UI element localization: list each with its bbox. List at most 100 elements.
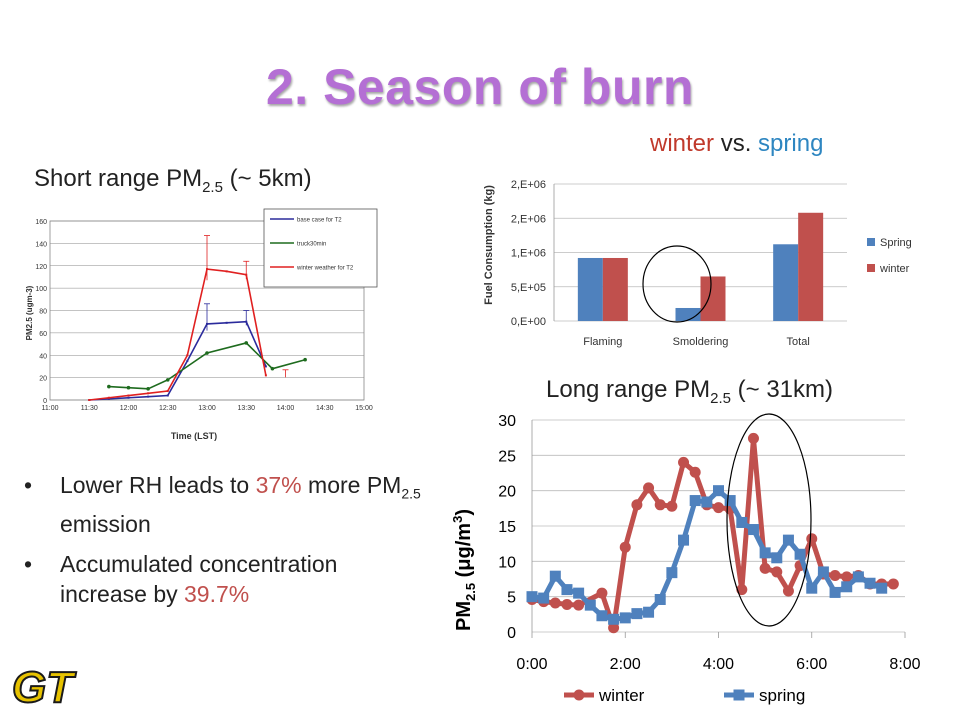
- bullet-text: emission: [60, 510, 151, 537]
- long-chart-winter-point: [759, 562, 771, 574]
- long-chart-spring-point: [864, 577, 876, 589]
- bullet-highlight: 37%: [255, 472, 302, 498]
- short-chart-point: [244, 341, 249, 345]
- long-chart-winter-point: [806, 533, 818, 545]
- short-chart-point: [270, 366, 275, 371]
- long-chart-y-tick-label: 5: [507, 590, 516, 607]
- short-chart-series-line: [108, 342, 306, 390]
- long-chart-legend-label: spring: [759, 686, 805, 705]
- long-chart-winter-point: [713, 502, 724, 514]
- long-chart-spring-point: [584, 599, 596, 611]
- short-chart-y-ticks: 0 20 40 60 80 100 120 140 160: [35, 219, 47, 405]
- short-chart-x-tick-label: 14:30: [316, 405, 334, 412]
- short-range-heading: Short range PM2.5 (~ 5km): [34, 165, 312, 196]
- long-chart-spring-point: [829, 586, 841, 598]
- bar-flaming-winter: [602, 257, 628, 321]
- long-chart-y-tick-label: 20: [498, 484, 516, 501]
- spring-label: spring: [758, 130, 824, 157]
- long-chart-x-tick-label: 2:00: [610, 656, 641, 673]
- long-chart-spring-point: [561, 584, 573, 596]
- long-chart-x-ticks: 0:00 2:00 4:00 6:00 8:00: [516, 656, 920, 673]
- long-chart-y-tick-label: 10: [498, 554, 516, 571]
- short-chart-point: [88, 399, 91, 401]
- short-chart-y-tick-label: 140: [35, 241, 47, 248]
- long-chart-winter-point: [678, 456, 690, 468]
- long-chart-winter-point: [654, 499, 666, 511]
- short-chart-y-tick-label: 100: [35, 286, 47, 293]
- bar-chart-y-tick-label: 1,E+06: [511, 248, 546, 260]
- short-chart-x-tick-label: 15:00: [355, 405, 373, 412]
- bar-smoldering-winter: [700, 276, 726, 321]
- short-chart-point: [303, 357, 307, 362]
- short-range-chart: 0 20 40 60 80 100 120 140 160 11:00 11:30 12:00 12:…: [22, 205, 392, 445]
- long-chart-spring-point: [538, 592, 550, 604]
- long-chart-spring-point: [654, 593, 666, 605]
- long-heading-prefix: Long range PM: [546, 376, 711, 403]
- vs-label: vs.: [720, 130, 752, 157]
- short-chart-y-tick-label: 120: [35, 264, 47, 271]
- long-chart-winter-point: [596, 587, 608, 599]
- bar-chart-y-tick-label: 0,E+00: [511, 316, 546, 328]
- short-chart-x-label: Time (LST): [171, 431, 217, 441]
- long-chart-winter-point: [666, 500, 678, 512]
- long-chart-spring-point: [794, 548, 806, 560]
- long-chart-winter-point: [736, 584, 748, 596]
- long-chart-spring-point: [841, 581, 853, 593]
- long-chart-spring-point: [747, 524, 759, 536]
- long-chart-y-ticks: 0 5 10 15 20 25 30: [498, 413, 516, 642]
- long-range-chart: 0 5 10 15 20 25 30 0:00 2:00 4:00 6:00 8:00 winter…: [452, 413, 921, 705]
- long-chart-spring-point: [713, 485, 724, 497]
- bullet-sub: 2.5: [401, 485, 421, 502]
- short-chart-point: [147, 392, 150, 395]
- long-range-heading: Long range PM2.5 (~ 31km): [546, 376, 833, 407]
- long-chart-winter-point: [643, 482, 655, 494]
- short-chart-y-tick-label: 80: [39, 309, 47, 316]
- short-chart-y-tick-label: 60: [39, 331, 47, 338]
- short-chart-point: [127, 396, 130, 399]
- bullet-text: Accumulated concentration increase by: [60, 550, 338, 607]
- bar-chart-category-label: Total: [787, 336, 810, 348]
- short-chart-point: [107, 396, 110, 399]
- short-heading-sub: 2.5: [202, 178, 223, 196]
- short-chart-series-line: [89, 320, 267, 401]
- short-chart-point: [264, 365, 267, 368]
- bullet-dot: •: [24, 550, 33, 577]
- winter-label: winter: [650, 130, 715, 157]
- long-chart-y-tick-label: 15: [498, 519, 516, 536]
- bullet-accumulated: • Accumulated concentration increase by …: [24, 549, 424, 609]
- findings-list: • Lower RH leads to 37% more PM2.5 emiss…: [24, 470, 424, 619]
- bar-chart-y-tick-label: 5,E+05: [511, 282, 546, 294]
- bar-chart-y-tick-label: 2,E+06: [511, 179, 546, 191]
- long-chart-spring-point: [806, 582, 818, 594]
- short-chart-point: [225, 270, 228, 273]
- short-chart-point: [166, 390, 169, 393]
- bullet-text: Lower RH leads to: [60, 472, 256, 498]
- bar-flaming-spring: [577, 257, 603, 321]
- long-chart-spring-point: [876, 582, 888, 594]
- long-chart-y-label: PM2.5 (μg/m3): [452, 509, 478, 631]
- long-chart-legend: winter spring: [564, 686, 805, 705]
- bar-chart-legend-label: winter: [879, 263, 910, 275]
- long-chart-winter-point: [608, 622, 620, 634]
- short-chart-x-tick-label: 13:00: [198, 405, 216, 412]
- long-chart-winter-point: [573, 599, 585, 611]
- long-chart-y-tick-label: 25: [498, 448, 516, 465]
- long-chart-x-tick-label: 0:00: [516, 656, 547, 673]
- short-chart-y-tick-label: 160: [35, 219, 47, 226]
- short-chart-point: [165, 378, 170, 382]
- long-chart-legend-marker: [573, 689, 585, 701]
- peak-highlight-ellipse: [726, 413, 812, 627]
- short-chart-point: [186, 354, 189, 357]
- bullet-text: more PM: [301, 472, 402, 498]
- bar-smoldering-spring: [675, 307, 701, 321]
- bar-chart-bars: [577, 212, 824, 321]
- long-chart-spring-point: [678, 534, 690, 546]
- bar-chart-legend-swatch: [867, 264, 875, 272]
- slide-title: 2. Season of burn: [265, 59, 694, 115]
- short-chart-point: [205, 351, 209, 355]
- short-chart-legend-label: winter weather for T2: [296, 266, 354, 272]
- bar-chart-category-label: Smoldering: [673, 336, 729, 348]
- long-chart-winter-point: [561, 598, 573, 610]
- short-chart-legend: base case for T2 truck30min winter weather…: [263, 208, 378, 288]
- short-chart-x-tick-label: 14:00: [277, 405, 295, 412]
